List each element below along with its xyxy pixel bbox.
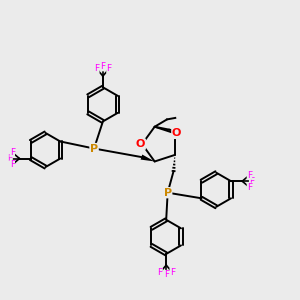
Text: F: F [247, 183, 252, 192]
Text: F: F [164, 270, 169, 279]
Text: F: F [249, 177, 254, 186]
Text: F: F [10, 160, 15, 169]
Text: F: F [247, 171, 252, 180]
Text: F: F [158, 268, 163, 277]
Text: F: F [106, 64, 112, 74]
Text: O: O [172, 128, 181, 138]
Text: F: F [10, 148, 15, 157]
Text: P: P [90, 143, 98, 154]
Polygon shape [141, 154, 155, 161]
Text: F: F [100, 62, 106, 71]
Text: O: O [136, 139, 145, 149]
Text: F: F [8, 154, 13, 163]
Text: F: F [170, 268, 175, 277]
Text: P: P [164, 188, 172, 198]
Text: F: F [94, 64, 99, 74]
